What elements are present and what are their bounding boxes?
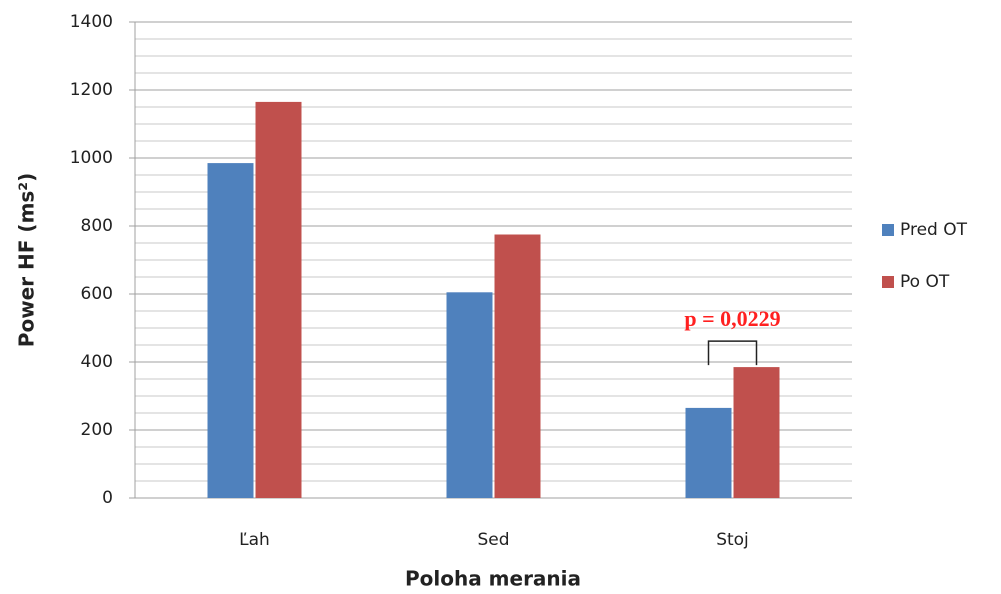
bar <box>733 367 780 498</box>
x-tick-label: Sed <box>477 530 509 550</box>
x-tick-label: Stoj <box>716 530 749 550</box>
bar <box>494 234 541 498</box>
annotation: p = 0,0229 <box>684 306 780 331</box>
y-axis-title: Power HF (ms²) <box>15 173 39 347</box>
legend-swatch <box>882 276 894 288</box>
y-tick-label: 200 <box>81 420 113 440</box>
x-axis-title: Poloha merania <box>405 567 581 591</box>
legend-label: Pred OT <box>900 220 968 240</box>
legend-swatch <box>882 224 894 236</box>
y-tick-label: 1400 <box>70 12 113 32</box>
y-tick-label: 800 <box>81 216 113 236</box>
y-tick-label: 400 <box>81 352 113 372</box>
x-tick-label: Ľah <box>239 530 270 550</box>
bar <box>446 292 493 498</box>
y-tick-label: 1000 <box>70 148 113 168</box>
y-tick-label: 600 <box>81 284 113 304</box>
legend-label: Po OT <box>900 272 950 292</box>
bar <box>207 163 254 498</box>
bar <box>255 101 302 499</box>
y-tick-label: 1200 <box>70 80 113 100</box>
y-tick-label: 0 <box>102 488 113 508</box>
bar <box>685 407 732 498</box>
significance-bracket <box>707 340 758 366</box>
